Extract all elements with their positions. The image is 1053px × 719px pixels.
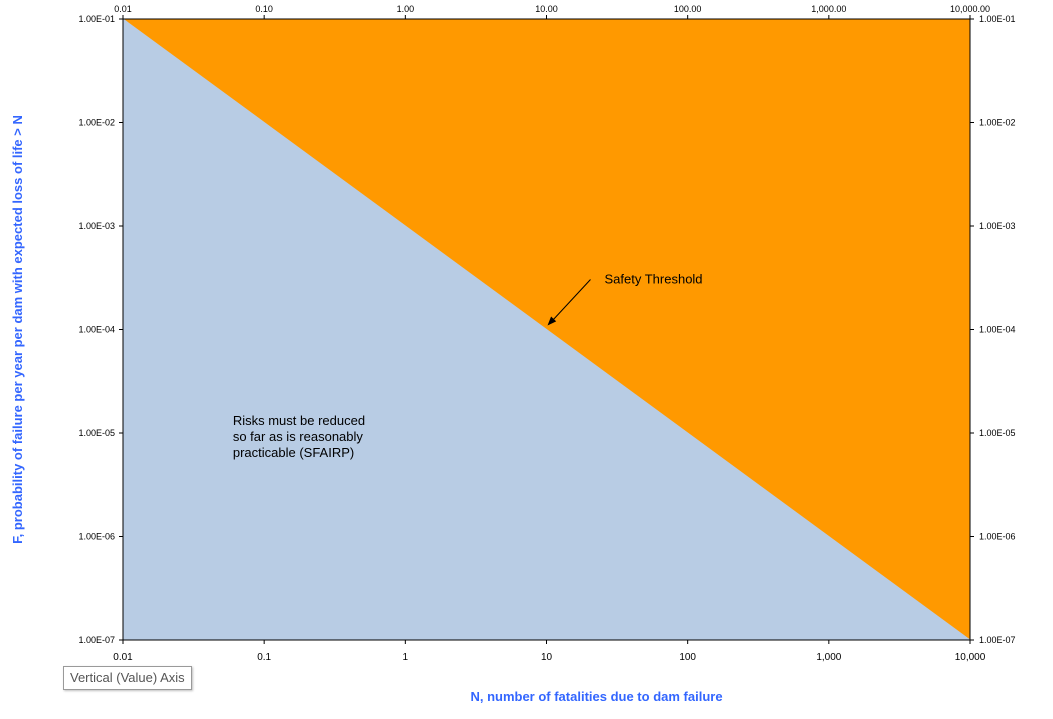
x-tick-label: 100 bbox=[679, 652, 696, 663]
axis-tooltip: Vertical (Value) Axis bbox=[63, 666, 192, 690]
y-tick-label: 1.00E-05 bbox=[78, 428, 115, 438]
x-axis-top-ticks: 0.01 0.10 1.00 10.00 100.00 1,000.00 10,000.00 bbox=[114, 4, 990, 19]
y-tick-label: 1.00E-07 bbox=[78, 635, 115, 645]
y-right-tick-label: 1.00E-04 bbox=[979, 325, 1016, 335]
sfairp-note: Risks must be reduced so far as is reaso… bbox=[233, 413, 369, 460]
y-right-tick-label: 1.00E-05 bbox=[979, 428, 1016, 438]
y-axis-title[interactable]: F, probability of failure per year per d… bbox=[10, 115, 25, 544]
y-right-tick-label: 1.00E-06 bbox=[979, 532, 1016, 542]
y-tick-label: 1.00E-04 bbox=[78, 325, 115, 335]
safety-threshold-label: Safety Threshold bbox=[605, 272, 703, 287]
y-tick-label: 1.00E-06 bbox=[78, 532, 115, 542]
y-right-tick-label: 1.00E-03 bbox=[979, 221, 1016, 231]
y-axis-right-ticks[interactable]: 1.00E-01 1.00E-02 1.00E-03 1.00E-04 1.00E-05… bbox=[970, 14, 1016, 645]
x-top-tick-label: 10,000.00 bbox=[950, 4, 990, 14]
x-axis-bottom-ticks: 0.01 0.1 1 10 100 1,000 10,000 bbox=[113, 640, 986, 663]
x-top-tick-label: 1,000.00 bbox=[811, 4, 846, 14]
x-tick-label: 1 bbox=[403, 652, 409, 663]
arrowhead-icon bbox=[547, 316, 557, 326]
x-tick-label: 1,000 bbox=[816, 652, 841, 663]
x-top-tick-label: 100.00 bbox=[674, 4, 702, 14]
x-tick-label: 0.1 bbox=[257, 652, 271, 663]
y-right-tick-label: 1.00E-01 bbox=[979, 14, 1016, 24]
x-top-tick-label: 1.00 bbox=[397, 4, 415, 14]
safety-threshold-arrow bbox=[552, 279, 591, 321]
y-axis-left-ticks[interactable]: 1.00E-01 1.00E-02 1.00E-03 1.00E-04 1.00E-05… bbox=[78, 14, 123, 645]
y-tick-label: 1.00E-03 bbox=[78, 221, 115, 231]
x-top-tick-label: 10.00 bbox=[535, 4, 558, 14]
x-tick-label: 10 bbox=[541, 652, 553, 663]
x-tick-label: 10,000 bbox=[955, 652, 986, 663]
x-tick-label: 0.01 bbox=[113, 652, 133, 663]
y-tick-label: 1.00E-01 bbox=[78, 14, 115, 24]
x-top-tick-label: 0.10 bbox=[255, 4, 273, 14]
y-right-tick-label: 1.00E-07 bbox=[979, 635, 1016, 645]
safety-threshold-line bbox=[122, 18, 971, 641]
y-tick-label: 1.00E-02 bbox=[78, 118, 115, 128]
y-right-tick-label: 1.00E-02 bbox=[979, 118, 1016, 128]
x-top-tick-label: 0.01 bbox=[114, 4, 132, 14]
x-axis-title: N, number of fatalities due to dam failu… bbox=[470, 689, 722, 704]
